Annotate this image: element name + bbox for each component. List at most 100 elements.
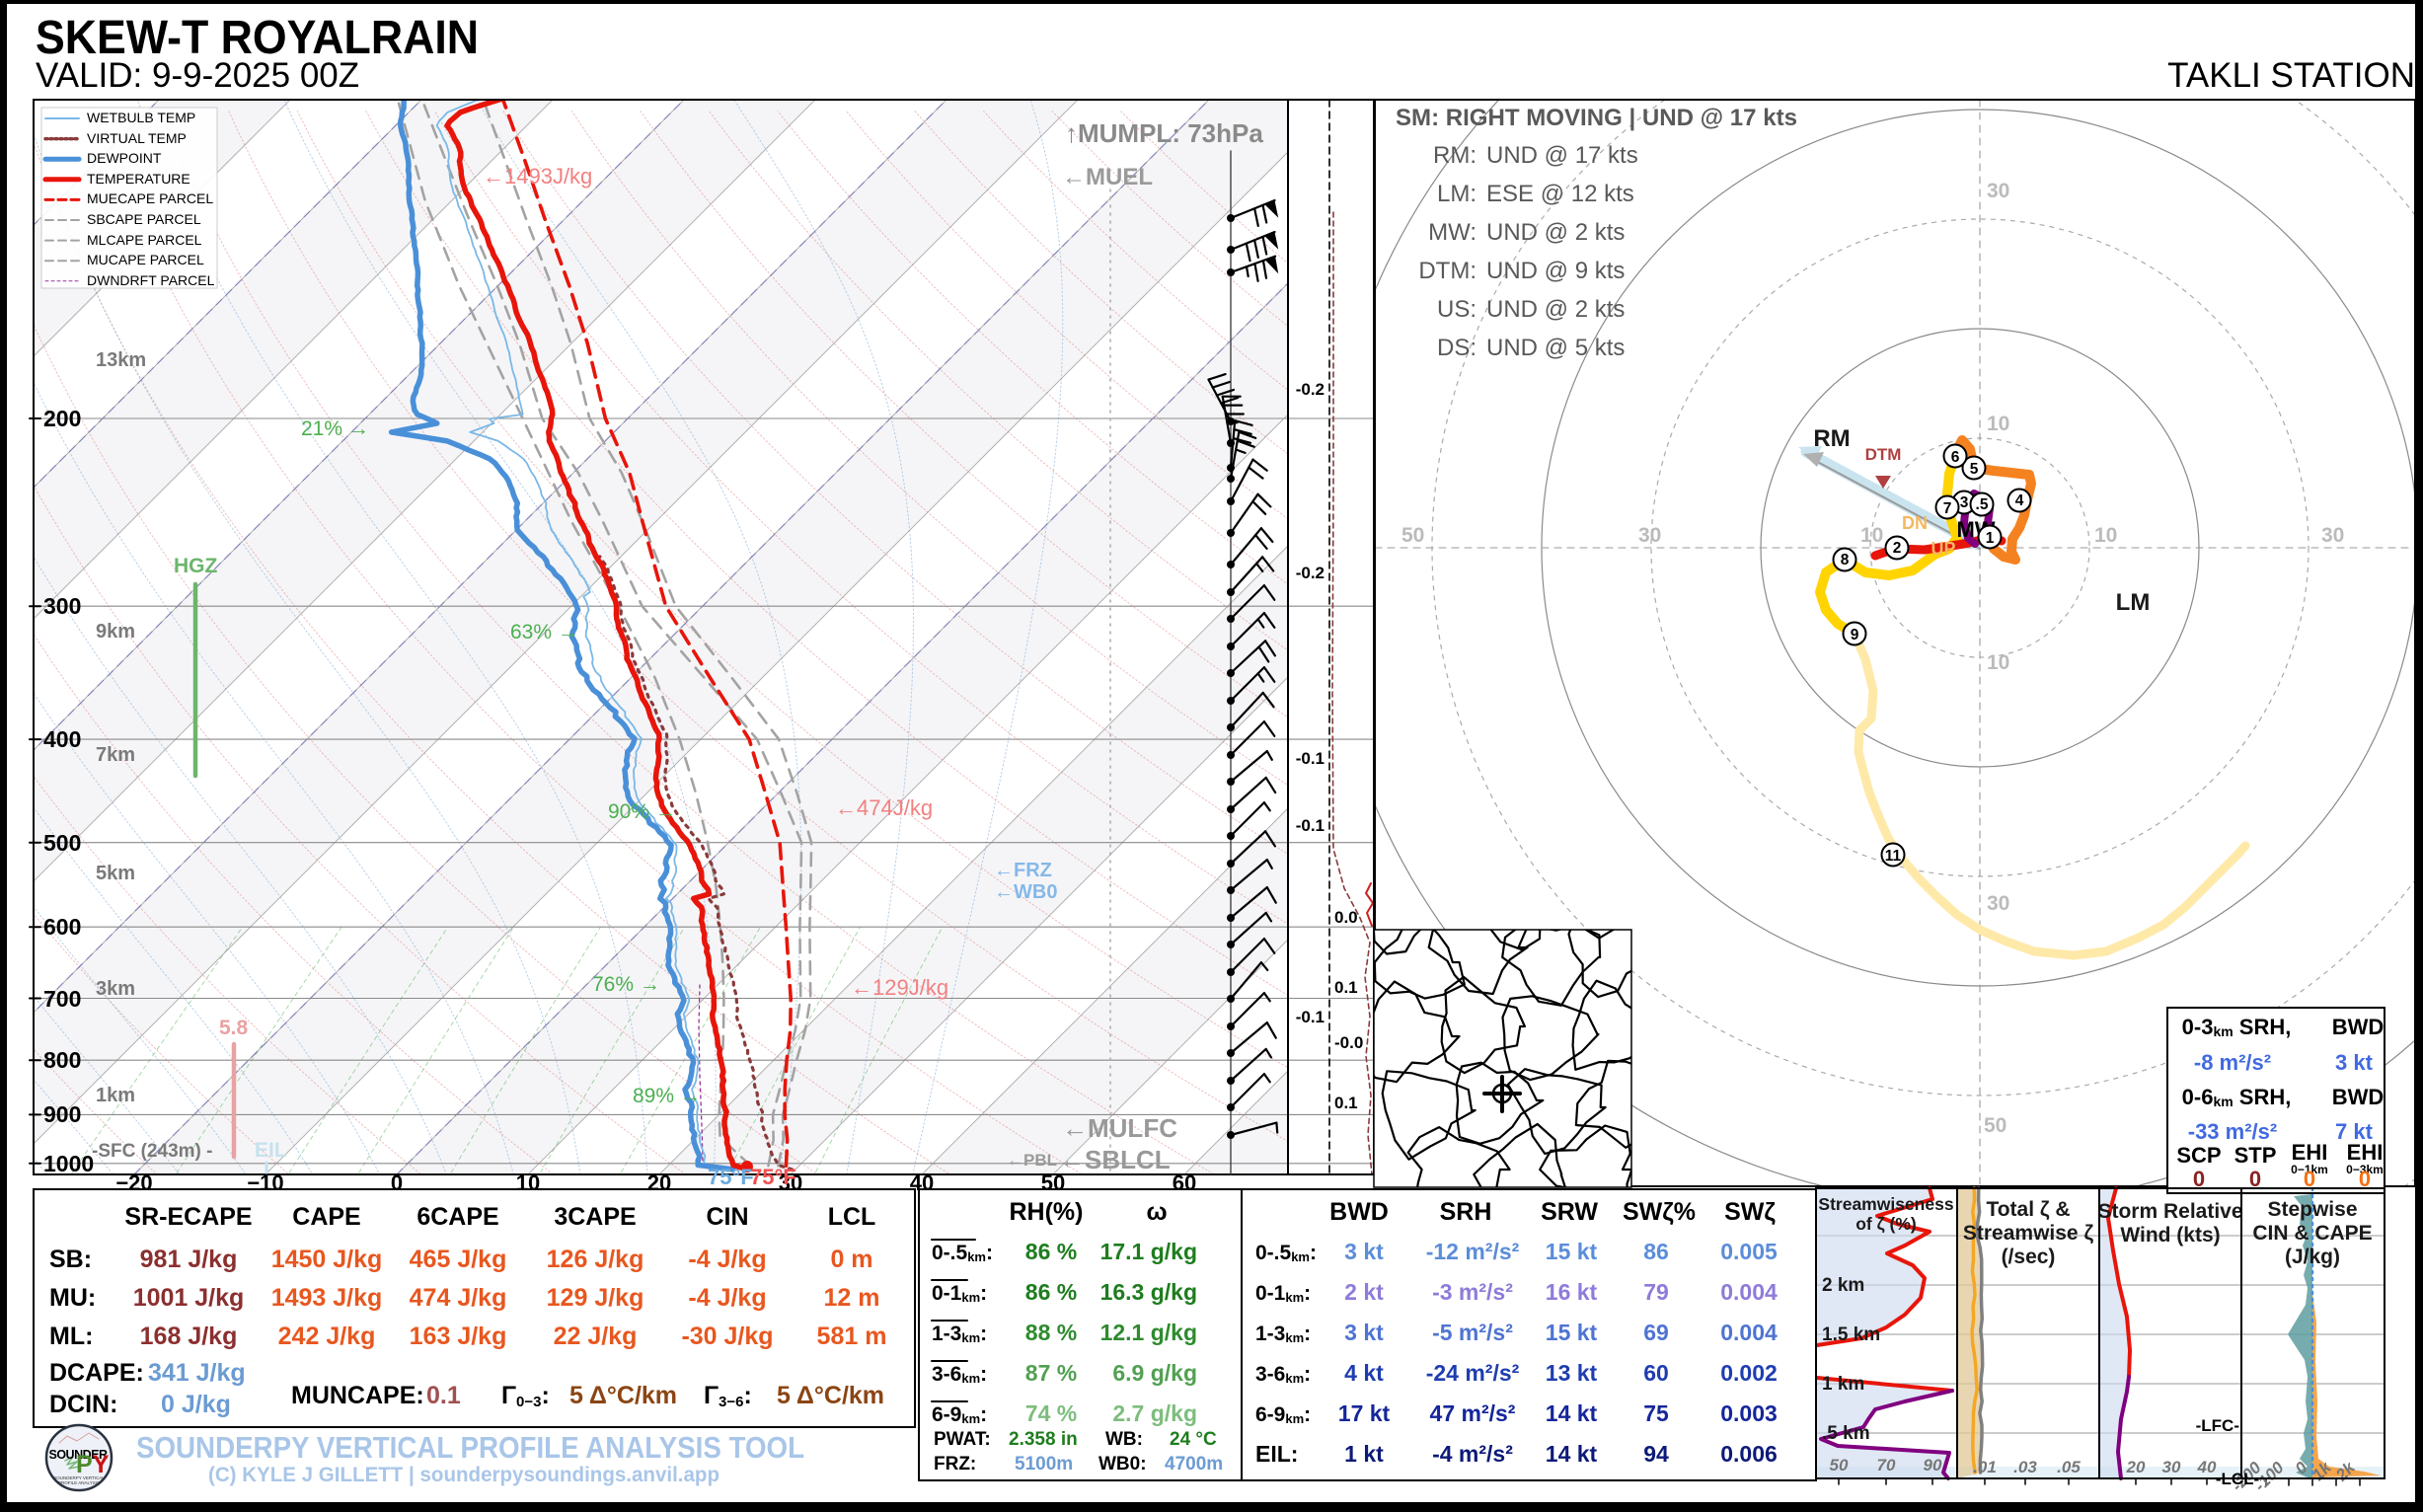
- svg-text:TAKLI STATION: TAKLI STATION: [2167, 56, 2415, 95]
- svg-text:16.3 g/kg: 16.3 g/kg: [1100, 1279, 1197, 1305]
- svg-text:0: 0: [2304, 1167, 2315, 1191]
- svg-text:0 m: 0 m: [830, 1246, 872, 1273]
- svg-text:1: 1: [1986, 530, 1995, 547]
- svg-text:Streamwise ζ: Streamwise ζ: [1963, 1222, 2094, 1245]
- svg-text:2: 2: [1893, 540, 1902, 557]
- svg-text:-5 m²/s²: -5 m²/s²: [1432, 1320, 1513, 1345]
- svg-text:←474J/kg: ←474J/kg: [835, 795, 933, 820]
- svg-text:WB:: WB:: [1105, 1429, 1143, 1450]
- svg-text:PWAT:: PWAT:: [934, 1429, 991, 1450]
- svg-text:2 kt: 2 kt: [1344, 1279, 1384, 1305]
- svg-text:STP: STP: [2234, 1143, 2277, 1168]
- svg-text:341 J/kg: 341 J/kg: [148, 1359, 246, 1387]
- svg-text:MUCAPE PARCEL: MUCAPE PARCEL: [87, 252, 204, 267]
- svg-text:-33 m²/s²: -33 m²/s²: [2188, 1119, 2277, 1144]
- svg-text:←FRZ: ←FRZ: [994, 860, 1052, 881]
- svg-text:MW:: MW:: [1428, 219, 1477, 246]
- svg-text:88 %: 88 %: [1025, 1320, 1077, 1345]
- svg-text:EIL:: EIL:: [1255, 1441, 1298, 1467]
- svg-text:DCIN:: DCIN:: [49, 1391, 117, 1418]
- svg-text:2.7 g/kg: 2.7 g/kg: [1112, 1400, 1197, 1426]
- svg-text:-3 m²/s²: -3 m²/s²: [1432, 1279, 1513, 1305]
- svg-text:50: 50: [1830, 1456, 1849, 1474]
- svg-text:89% →: 89% →: [633, 1085, 701, 1107]
- svg-text:1001 J/kg: 1001 J/kg: [133, 1284, 245, 1312]
- svg-text:0.004: 0.004: [1720, 1279, 1778, 1305]
- svg-text:Storm Relative: Storm Relative: [2097, 1200, 2242, 1223]
- svg-text:14 kt: 14 kt: [1546, 1441, 1598, 1467]
- svg-text:DWNDRFT PARCEL: DWNDRFT PARCEL: [87, 272, 215, 288]
- svg-text:7km: 7km: [96, 744, 135, 766]
- svg-text:HGZ: HGZ: [174, 555, 218, 577]
- svg-text:30: 30: [2321, 524, 2344, 547]
- svg-text:↑MUMPL: 73hPa: ↑MUMPL: 73hPa: [1065, 118, 1263, 148]
- svg-text:11: 11: [1885, 848, 1902, 865]
- svg-text:UND @ 5 kts: UND @ 5 kts: [1486, 335, 1625, 361]
- svg-text:76% →: 76% →: [592, 973, 660, 996]
- svg-text:5 Δ°C/km: 5 Δ°C/km: [777, 1382, 884, 1409]
- svg-text:-0.1: -0.1: [1296, 749, 1325, 768]
- svg-text:Streamwiseness: Streamwiseness: [1818, 1194, 1953, 1214]
- svg-text:SRH: SRH: [1440, 1198, 1492, 1226]
- svg-text:74 %: 74 %: [1025, 1400, 1077, 1426]
- svg-text:13 kt: 13 kt: [1546, 1360, 1598, 1386]
- svg-text:600: 600: [43, 914, 81, 940]
- svg-text:PROFILE ANALYSIS: PROFILE ANALYSIS: [58, 1480, 100, 1485]
- svg-text:BWD: BWD: [2332, 1015, 2385, 1039]
- svg-text:BWD: BWD: [2332, 1085, 2385, 1109]
- svg-text:17.1 g/kg: 17.1 g/kg: [1100, 1239, 1197, 1264]
- svg-text:50: 50: [1401, 524, 1424, 547]
- svg-text:3 kt: 3 kt: [1344, 1239, 1384, 1264]
- svg-text:CIN & CAPE: CIN & CAPE: [2252, 1222, 2372, 1245]
- svg-text:.5: .5: [1976, 496, 1989, 513]
- svg-text:94: 94: [1643, 1441, 1669, 1467]
- svg-text:12 m: 12 m: [824, 1284, 880, 1312]
- svg-text:EHI: EHI: [2347, 1140, 2384, 1165]
- svg-text:60: 60: [1643, 1360, 1669, 1386]
- svg-text:EIL: EIL: [255, 1139, 287, 1162]
- svg-text:3: 3: [1960, 494, 1969, 511]
- svg-text:75°F: 75°F: [708, 1165, 754, 1189]
- svg-text:-0.0: -0.0: [1334, 1033, 1363, 1052]
- svg-text:-24 m²/s²: -24 m²/s²: [1426, 1360, 1520, 1386]
- svg-text:MLCAPE PARCEL: MLCAPE PARCEL: [87, 232, 202, 248]
- svg-text:7 kt: 7 kt: [2335, 1119, 2374, 1144]
- svg-text:6CAPE: 6CAPE: [416, 1203, 498, 1231]
- svg-text:0.1: 0.1: [1334, 1094, 1358, 1112]
- svg-text:3 kt: 3 kt: [1344, 1320, 1384, 1345]
- svg-text:9: 9: [1851, 627, 1859, 643]
- svg-text:←MULFC: ←MULFC: [1062, 1113, 1177, 1143]
- svg-text:ML:: ML:: [49, 1323, 93, 1350]
- svg-text:UND @ 9 kts: UND @ 9 kts: [1486, 258, 1625, 284]
- svg-text:3 kt: 3 kt: [2335, 1050, 2374, 1075]
- svg-text:DEWPOINT: DEWPOINT: [87, 150, 162, 166]
- svg-text:0.006: 0.006: [1720, 1441, 1778, 1467]
- svg-text:ω: ω: [1146, 1198, 1167, 1226]
- svg-text:DS:: DS:: [1437, 335, 1477, 361]
- svg-text:2.358 in: 2.358 in: [1009, 1429, 1078, 1450]
- svg-text:-12 m²/s²: -12 m²/s²: [1426, 1239, 1520, 1264]
- svg-text:6: 6: [1951, 449, 1960, 466]
- svg-text:WETBULB TEMP: WETBULB TEMP: [87, 110, 195, 125]
- svg-text:DN: DN: [1902, 513, 1928, 533]
- svg-text:4700m: 4700m: [1165, 1454, 1223, 1474]
- svg-text:0.005: 0.005: [1720, 1239, 1778, 1264]
- svg-text:SOUNDER: SOUNDER: [48, 1448, 107, 1462]
- svg-text:1000: 1000: [43, 1151, 94, 1176]
- svg-text:700: 700: [43, 986, 81, 1012]
- svg-text:0: 0: [2359, 1167, 2371, 1191]
- svg-text:LM: LM: [2116, 589, 2151, 616]
- svg-text:75°F: 75°F: [750, 1165, 796, 1189]
- svg-text:-4 J/kg: -4 J/kg: [688, 1284, 766, 1312]
- svg-text:79: 79: [1643, 1279, 1669, 1305]
- svg-text:←MUEL: ←MUEL: [1062, 164, 1153, 190]
- svg-text:0.1: 0.1: [1334, 978, 1358, 997]
- svg-text:0.1: 0.1: [426, 1382, 461, 1409]
- svg-text:10: 10: [1987, 651, 2009, 674]
- svg-text:TEMPERATURE: TEMPERATURE: [87, 171, 190, 187]
- svg-text:0.002: 0.002: [1720, 1360, 1778, 1386]
- svg-text:0-6km SRH,: 0-6km SRH,: [2182, 1085, 2292, 1109]
- svg-text:474 J/kg: 474 J/kg: [410, 1284, 507, 1312]
- svg-text:LCL: LCL: [828, 1203, 876, 1231]
- svg-text:242 J/kg: 242 J/kg: [278, 1323, 376, 1350]
